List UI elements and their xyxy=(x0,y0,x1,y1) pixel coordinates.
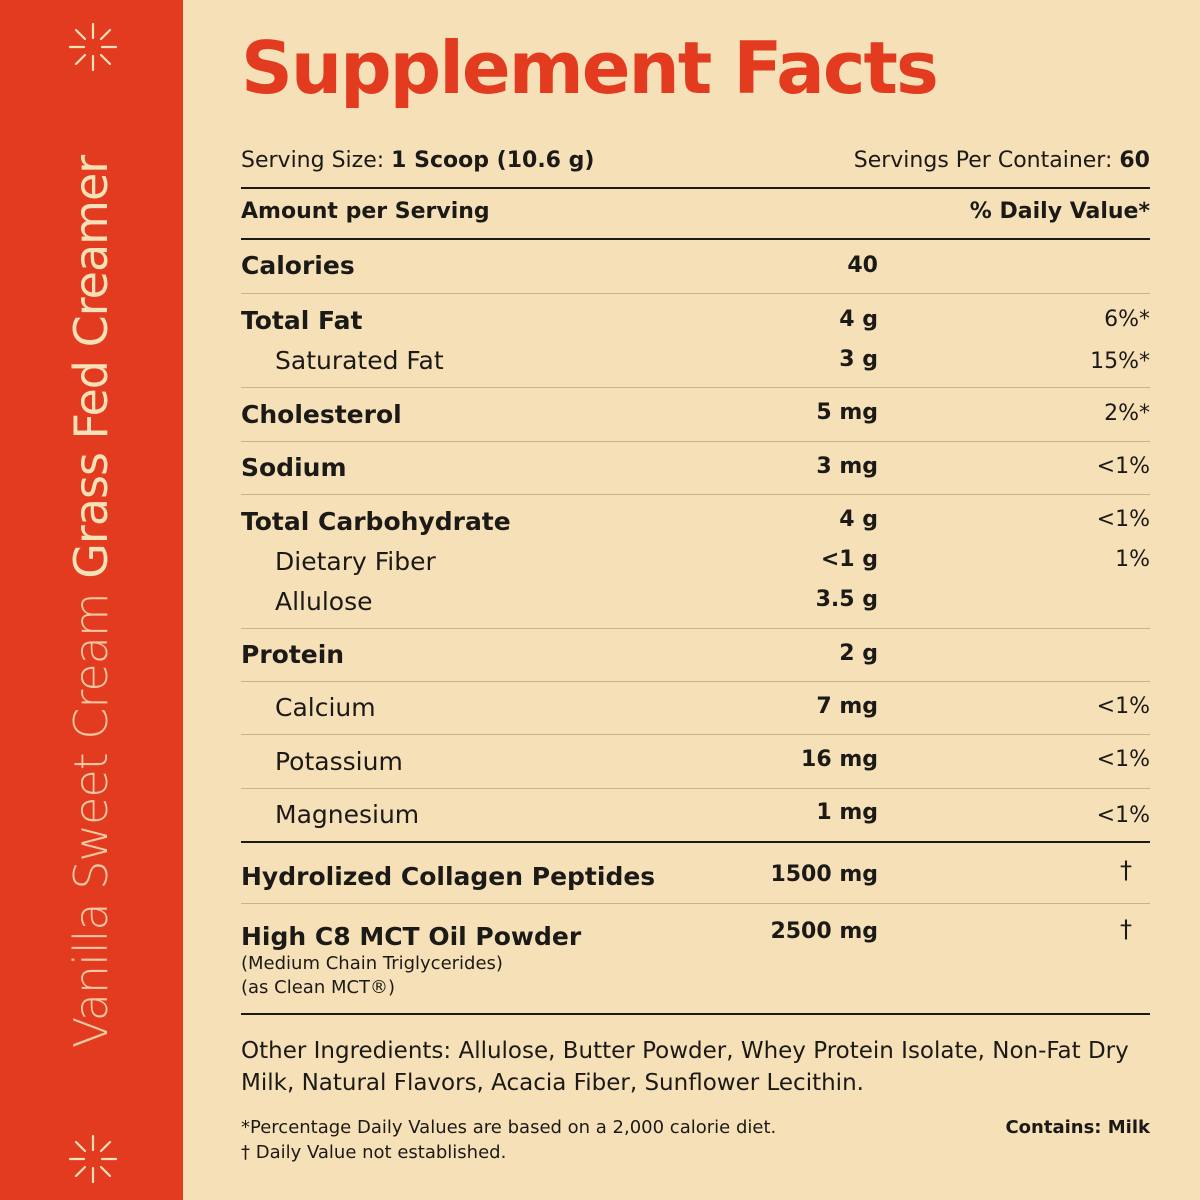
servings-per-container: Servings Per Container: 60 xyxy=(853,148,1150,173)
nutrient-name: Dietary Fiber xyxy=(275,547,436,576)
nutrient-name: Calcium xyxy=(275,693,376,722)
allergen-statement: Contains: Milk xyxy=(1005,1117,1150,1138)
nutrient-amount: <1 g xyxy=(820,547,878,572)
divider xyxy=(241,788,1150,789)
page-title: Supplement Facts xyxy=(241,26,939,110)
divider xyxy=(241,1013,1150,1015)
nutrient-note: (Medium Chain Triglycerides) xyxy=(241,953,503,974)
nutrient-name: Protein xyxy=(241,640,345,669)
nutrient-amount: 3.5 g xyxy=(815,587,878,612)
divider xyxy=(241,681,1150,682)
nutrient-name: Total Fat xyxy=(241,306,363,335)
divider xyxy=(241,494,1150,495)
divider xyxy=(241,734,1150,735)
nutrient-amount: 16 mg xyxy=(801,747,878,772)
nutrient-amount: 4 g xyxy=(839,507,878,532)
product-name-vertical: Vanilla Sweet Cream Grass Fed Creamer xyxy=(64,156,118,1048)
nutrient-dv: <1% xyxy=(1096,507,1150,532)
nutrient-name: Cholesterol xyxy=(241,400,402,429)
divider xyxy=(241,841,1150,843)
other-ingredients: Other Ingredients: Allulose, Butter Powd… xyxy=(241,1038,1129,1096)
nutrient-amount: 3 g xyxy=(839,347,878,372)
nutrient-dv: 15%* xyxy=(1090,349,1150,374)
nutrient-name: Hydrolized Collagen Peptides xyxy=(241,862,656,891)
nutrient-amount: 2500 mg xyxy=(770,919,878,944)
divider xyxy=(241,387,1150,388)
nutrient-dv: <1% xyxy=(1096,747,1150,772)
nutrient-amount: 1 mg xyxy=(816,800,878,825)
divider xyxy=(241,441,1150,442)
dagger-footnote: † Daily Value not established. xyxy=(241,1142,507,1163)
nutrient-amount: 5 mg xyxy=(816,400,878,425)
amount-per-serving-header: Amount per Serving xyxy=(241,199,490,224)
nutrient-name: Magnesium xyxy=(275,800,420,829)
nutrient-dv: <1% xyxy=(1096,803,1150,828)
sidebar: Vanilla Sweet Cream Grass Fed Creamer xyxy=(0,0,183,1200)
nutrient-amount: 1500 mg xyxy=(770,862,878,887)
serving-size: Serving Size: 1 Scoop (10.6 g) xyxy=(241,148,595,173)
nutrient-dv: 6%* xyxy=(1104,307,1150,332)
nutrient-name: Calories xyxy=(241,251,355,280)
divider xyxy=(241,903,1150,904)
nutrient-dv: † xyxy=(1120,856,1132,884)
nutrient-note: (as Clean MCT®) xyxy=(241,977,396,998)
nutrient-name: High C8 MCT Oil Powder xyxy=(241,922,582,951)
divider xyxy=(241,628,1150,629)
sparkle-icon xyxy=(68,1134,118,1184)
nutrient-amount: 7 mg xyxy=(816,694,878,719)
nutrient-dv: <1% xyxy=(1096,454,1150,479)
percent-footnote: *Percentage Daily Values are based on a … xyxy=(241,1117,777,1138)
nutrient-name: Allulose xyxy=(275,587,373,616)
nutrient-dv: <1% xyxy=(1096,694,1150,719)
nutrient-dv: † xyxy=(1120,915,1132,943)
nutrient-dv: 1% xyxy=(1115,547,1150,572)
nutrient-name: Potassium xyxy=(275,747,403,776)
nutrient-amount: 40 xyxy=(847,253,878,278)
product-type: Grass Fed Creamer xyxy=(64,155,118,579)
flavor-name: Vanilla Sweet Cream xyxy=(64,593,118,1049)
nutrient-name: Total Carbohydrate xyxy=(241,507,511,536)
nutrient-amount: 2 g xyxy=(839,641,878,666)
nutrient-amount: 3 mg xyxy=(816,454,878,479)
divider xyxy=(241,293,1150,294)
nutrient-name: Sodium xyxy=(241,453,347,482)
sparkle-icon xyxy=(68,22,118,72)
divider xyxy=(241,238,1150,240)
nutrient-name: Saturated Fat xyxy=(275,346,444,375)
nutrient-dv: 2%* xyxy=(1104,401,1150,426)
divider xyxy=(241,187,1150,189)
nutrient-amount: 4 g xyxy=(839,307,878,332)
daily-value-header: % Daily Value* xyxy=(969,199,1150,224)
